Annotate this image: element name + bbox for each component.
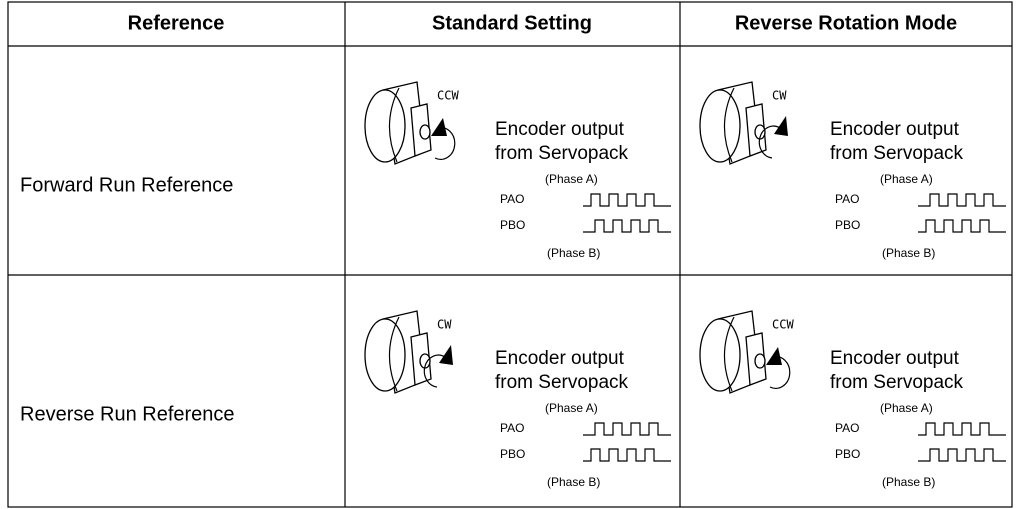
encoder-text: from Servopack [495, 372, 629, 393]
motor-rear [699, 89, 741, 163]
motor-shaft [419, 124, 431, 140]
encoder-text: Encoder output [830, 119, 960, 140]
pulse-waveform [918, 219, 1006, 233]
arrow-head [439, 345, 453, 365]
arrow-head [766, 347, 782, 365]
encoder-text: from Servopack [830, 143, 964, 164]
phase-label: (Phase A) [880, 172, 933, 186]
motor-rear [364, 89, 406, 163]
pulse-waveform [583, 219, 671, 233]
signal-label: PBO [835, 218, 860, 232]
phase-label: (Phase B) [882, 475, 935, 489]
rotation-arrow [758, 125, 781, 159]
motor-arc [388, 87, 400, 163]
motor-rear [364, 318, 406, 392]
phase-label: (Phase B) [547, 246, 600, 260]
signal-label: PAO [500, 192, 524, 206]
encoder-text: Encoder output [495, 119, 625, 140]
pulse-waveform [583, 193, 671, 207]
rotation-label: CW [772, 89, 787, 103]
encoder-text: from Servopack [830, 372, 964, 393]
phase-label: (Phase A) [545, 172, 598, 186]
reference-label: Forward Run Reference [20, 174, 233, 196]
pulse-waveform [918, 448, 1006, 462]
motor-arc [723, 87, 735, 163]
header-cell: Reverse Rotation Mode [735, 12, 957, 34]
arrow-head [431, 118, 447, 136]
encoder-text: from Servopack [495, 143, 629, 164]
pulse-waveform [583, 422, 671, 436]
phase-label: (Phase B) [882, 246, 935, 260]
rotation-label: CCW [772, 318, 794, 332]
motor-arc [723, 316, 735, 392]
header-cell: Standard Setting [432, 12, 592, 34]
header-cell: Reference [128, 12, 225, 34]
arrow-head [774, 116, 788, 136]
rotation-label: CCW [437, 89, 459, 103]
rotation-arrow [423, 354, 446, 388]
signal-label: PBO [500, 218, 525, 232]
rotation-label: CW [437, 318, 452, 332]
signal-label: PBO [835, 447, 860, 461]
motor-rear [699, 318, 741, 392]
encoder-text: Encoder output [830, 348, 960, 369]
signal-label: PBO [500, 447, 525, 461]
table-border [7, 1, 1013, 508]
encoder-text: Encoder output [495, 348, 625, 369]
motor-arc [388, 316, 400, 392]
pulse-waveform [918, 422, 1006, 436]
pulse-waveform [918, 193, 1006, 207]
signal-label: PAO [835, 421, 859, 435]
signal-label: PAO [500, 421, 524, 435]
pulse-waveform [583, 448, 671, 462]
phase-label: (Phase A) [545, 401, 598, 415]
phase-label: (Phase A) [880, 401, 933, 415]
reference-label: Reverse Run Reference [20, 403, 235, 425]
signal-label: PAO [835, 192, 859, 206]
motor-shaft [754, 353, 766, 369]
phase-label: (Phase B) [547, 475, 600, 489]
